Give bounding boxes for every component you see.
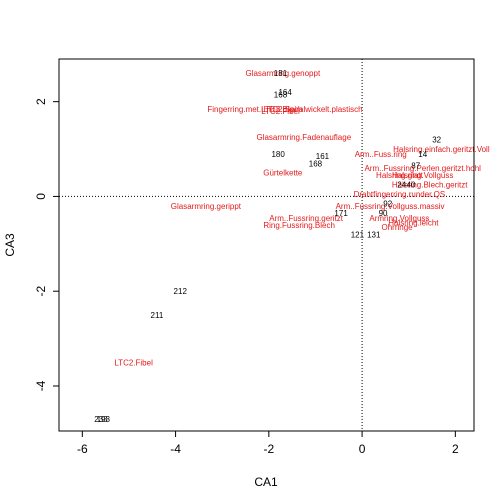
observation-label: 90 (379, 209, 388, 218)
variable-label: Glasarmring.Fadenauflage (256, 133, 351, 142)
reference-lines (59, 59, 474, 431)
variable-label: Halsring.leicht (388, 218, 439, 227)
observation-label: 161 (316, 152, 330, 161)
x-axis-label: CA1 (254, 475, 278, 489)
variable-label: Arm..Fussring.Perlen.geritzt.hohl (364, 164, 481, 173)
variable-label: Ohrringe (381, 223, 413, 232)
observation-label: 193 (97, 415, 111, 424)
x-tick-label: 2 (452, 442, 459, 456)
variable-label: Fingerring.met.LTC2.Blech (207, 105, 302, 114)
observation-label: 180 (271, 150, 285, 159)
x-axis: -6 -4 -2 0 2 (77, 431, 459, 456)
observation-label: 32 (432, 136, 441, 145)
variable-label: Drahtfingerring.runder.QS (354, 190, 446, 199)
observation-label: 233 (94, 415, 108, 424)
observation-label: 164 (278, 88, 292, 97)
variable-label: Ring.Fussring.Blech (263, 221, 335, 230)
observation-label: 212 (174, 287, 188, 296)
y-axis: -4 -2 0 2 (34, 98, 59, 391)
observation-label: 211 (151, 311, 164, 320)
x-tick-label: -6 (77, 442, 88, 456)
variable-label: Arm..Fussring.geritzt (269, 214, 344, 223)
observation-label: 131 (367, 230, 381, 239)
x-tick-label: 0 (359, 442, 366, 456)
y-tick-label: 0 (34, 193, 48, 200)
variable-label: Arm..Fuss.ring (355, 150, 407, 159)
observation-label: 14 (418, 150, 427, 159)
variable-label: Halsring.Vollguss (392, 171, 453, 180)
x-tick-label: -2 (263, 442, 274, 456)
variable-label: Glasarmring.genoppt (245, 69, 320, 78)
observation-label: 181 (274, 69, 288, 78)
variable-label: Armring.Vollguss (369, 214, 429, 223)
variable-label: LTC2.Fibel (114, 358, 153, 367)
y-axis-label: CA3 (3, 233, 17, 257)
variable-label: Halsring.glatt (376, 171, 423, 180)
variable-label: LTC2.Fibel (261, 107, 300, 116)
observation-label: 40 (407, 181, 416, 190)
variable-label: Arm..Fussring.Vollguss.massiv (336, 202, 445, 211)
y-tick-label: 2 (34, 98, 48, 105)
plot-frame (58, 58, 475, 432)
y-tick-label: -4 (34, 380, 48, 391)
variable-label: Gürtelkette (263, 169, 303, 178)
y-tick-label: -2 (34, 286, 48, 297)
variable-label: LTC2.Spiralwickelt.plastisch (264, 105, 363, 114)
observation-label: 87 (411, 162, 420, 171)
variable-label: Halsring.Blech.geritzt (392, 181, 468, 190)
x-tick-label: -4 (170, 442, 181, 456)
observation-label: 171 (334, 209, 348, 218)
observation-label: 92 (383, 200, 392, 209)
variable-labels: Glasarmring.genoppt Fingerring.met.LTC2.B… (114, 69, 489, 367)
observation-label: 168 (309, 159, 323, 168)
variable-label: Glasarmring.gerippt (171, 202, 242, 211)
observation-label: 24 (397, 181, 406, 190)
observation-label: 121 (351, 230, 365, 239)
variable-label: Halsring.einfach.geritzt.Voll (393, 145, 490, 154)
observation-label: 168 (274, 91, 288, 100)
